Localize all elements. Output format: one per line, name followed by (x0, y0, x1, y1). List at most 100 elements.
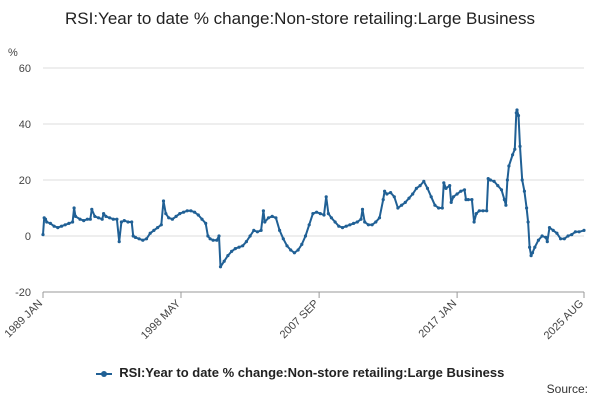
data-point (327, 212, 330, 215)
data-point (304, 234, 307, 237)
data-point (330, 216, 333, 219)
data-point (118, 240, 121, 243)
data-point (204, 222, 207, 225)
data-point (511, 153, 514, 156)
data-point (319, 212, 322, 215)
data-point (230, 250, 233, 253)
data-point (89, 218, 92, 221)
data-point (67, 222, 70, 225)
data-point (325, 195, 328, 198)
data-point (552, 229, 555, 232)
data-point (548, 226, 551, 229)
data-point (297, 248, 300, 251)
data-point (300, 243, 303, 246)
data-point (348, 223, 351, 226)
data-point (241, 244, 244, 247)
data-point (389, 191, 392, 194)
data-point (120, 220, 123, 223)
data-point (441, 206, 444, 209)
data-point (382, 198, 385, 201)
data-point (489, 178, 492, 181)
data-point (112, 218, 115, 221)
data-point (315, 211, 318, 214)
data-point (130, 220, 133, 223)
data-point (123, 219, 126, 222)
data-point (559, 237, 562, 240)
data-point (485, 209, 488, 212)
data-point (546, 240, 549, 243)
data-point (164, 212, 167, 215)
data-point (311, 212, 314, 215)
data-point (533, 246, 536, 249)
data-point (249, 234, 252, 237)
data-point (570, 233, 573, 236)
data-point (563, 237, 566, 240)
data-point (293, 251, 296, 254)
data-point (104, 215, 107, 218)
data-point (493, 180, 496, 183)
data-point (186, 209, 189, 212)
data-point (352, 222, 355, 225)
data-point (278, 229, 281, 232)
data-point (49, 222, 52, 225)
data-point (515, 108, 518, 111)
data-point (537, 239, 540, 242)
data-point (415, 187, 418, 190)
data-point (219, 265, 222, 268)
data-point (463, 188, 466, 191)
data-point (459, 190, 462, 193)
data-point (578, 230, 581, 233)
data-point (274, 216, 277, 219)
data-point (527, 220, 530, 223)
data-point (90, 208, 93, 211)
data-point (566, 234, 569, 237)
data-point (115, 218, 118, 221)
data-point (337, 225, 340, 228)
x-tick-label: 2007 SEP (278, 298, 322, 342)
data-point (442, 181, 445, 184)
series-line (43, 110, 584, 267)
data-point (41, 233, 44, 236)
y-axis-label: % (8, 47, 18, 59)
data-point (141, 239, 144, 242)
data-point (450, 201, 453, 204)
data-point (56, 226, 59, 229)
data-point (197, 213, 200, 216)
data-point (400, 204, 403, 207)
data-point (322, 213, 325, 216)
x-tick-label: 2017 JAN (417, 298, 460, 341)
data-point (145, 237, 148, 240)
data-point (156, 226, 159, 229)
data-point (544, 236, 547, 239)
data-point (555, 232, 558, 235)
data-point (356, 220, 359, 223)
data-point (200, 218, 203, 221)
data-point (448, 184, 451, 187)
data-point (71, 220, 74, 223)
data-point (422, 180, 425, 183)
data-point (475, 212, 478, 215)
data-point (45, 220, 48, 223)
data-point (426, 187, 429, 190)
data-point (102, 212, 105, 215)
data-point (271, 215, 274, 218)
data-point (528, 246, 531, 249)
data-point (574, 230, 577, 233)
data-point (470, 198, 473, 201)
data-point (193, 211, 196, 214)
data-point (456, 192, 459, 195)
data-point (478, 209, 481, 212)
data-point (481, 209, 484, 212)
data-point (523, 190, 526, 193)
data-point (437, 206, 440, 209)
data-point (411, 192, 414, 195)
data-point (582, 229, 585, 232)
data-point (345, 225, 348, 228)
data-point (517, 114, 520, 117)
data-point (82, 219, 85, 222)
data-point (149, 232, 152, 235)
data-point (178, 212, 181, 215)
data-point (217, 234, 220, 237)
data-point (206, 234, 209, 237)
